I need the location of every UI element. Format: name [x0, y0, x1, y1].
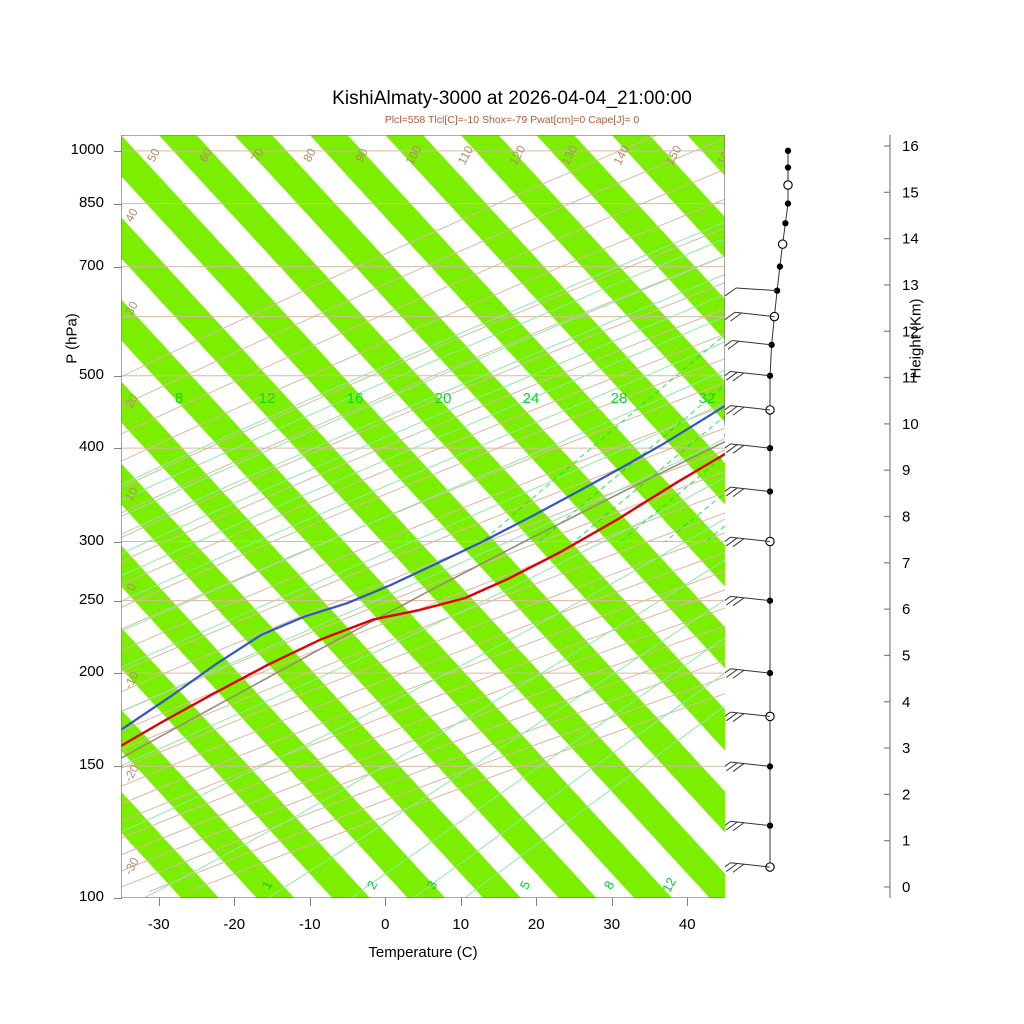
dry-adiabat-label-top: 160 [715, 143, 725, 168]
dry-adiabat-label-top: 80 [300, 146, 319, 165]
height-tick-label: 0 [902, 879, 910, 896]
temperature-tick-mark [460, 898, 462, 906]
pressure-tick-label: 400 [78, 438, 104, 456]
temperature-tick-label: -30 [147, 916, 170, 933]
height-tick-label: 8 [902, 509, 910, 526]
mixing-ratio-label: 28 [611, 390, 628, 407]
mixing-ratio-label-bottom: 5 [517, 878, 534, 891]
temperature-tick-mark [611, 898, 613, 906]
mixing-ratio-label-bottom: 12 [659, 875, 679, 895]
pressure-tick-label: 100 [78, 888, 104, 905]
dry-adiabat-label-right: 10 [720, 424, 725, 443]
height-tick-label: 5 [902, 647, 910, 664]
temperature-axis-label: Temperature (C) [368, 944, 478, 961]
pressure-tick-label: 150 [78, 756, 104, 774]
height-tick-label: 16 [902, 138, 919, 155]
height-tick-label: 14 [902, 231, 919, 248]
wind-barb-canvas [719, 147, 793, 873]
pressure-tick-label: 300 [78, 531, 104, 549]
height-tick-label: 15 [902, 184, 919, 201]
pressure-tick-mark [114, 375, 122, 377]
pressure-tick-mark [114, 541, 122, 543]
height-tick-label: 9 [902, 462, 910, 479]
height-tick-label: 2 [902, 786, 910, 803]
page-title: KishiAlmaty-3000 at 2026-04-04_21:00:00 [332, 88, 692, 109]
dry-adiabat-label-top: 90 [352, 146, 371, 165]
mixing-ratio-label: 20 [435, 390, 452, 407]
pressure-tick-label: 200 [78, 663, 104, 681]
temperature-tick-label: 20 [527, 916, 545, 933]
temperature-tick-mark [687, 898, 689, 906]
sounding-indices-subtitle: Plcl=558 Tlcl[C]=-10 Shox=-79 Pwat[cm]=0… [384, 114, 640, 126]
pressure-tick-label: 850 [78, 193, 104, 211]
pressure-tick-label: 1000 [70, 140, 104, 158]
mixing-ratio-label: 8 [175, 390, 183, 407]
height-tick-label: 3 [902, 740, 910, 757]
height-tick-label: 11 [902, 370, 918, 387]
dry-adiabat-label-right: 0 [722, 517, 725, 530]
height-tick-label: 7 [902, 555, 910, 572]
temperature-tick-label: 0 [381, 916, 390, 933]
mixing-ratio-label: 24 [523, 390, 540, 407]
pressure-tick-label: 500 [78, 365, 104, 383]
pressure-tick-label: 700 [78, 256, 104, 274]
skewt-plot-area[interactable]: 50 60 70 80 90 100 110 120 130 140 150 160 40 30 20 10 0… [121, 135, 725, 898]
temperature-tick-mark [234, 898, 236, 906]
dry-adiabat-label-left: 40 [122, 206, 141, 225]
temperature-tick-mark [536, 898, 538, 906]
pressure-tick-mark [114, 673, 122, 675]
mixing-ratio-label: 12 [259, 390, 276, 407]
height-axis: 0 1 2 3 4 5 6 7 8 9 10 11 12 13 14 15 16 [884, 135, 944, 898]
temperature-tick-label: 10 [452, 916, 470, 933]
mixing-ratio-label-bottom: 2 [364, 878, 381, 891]
mixing-ratio-label-bottom: 8 [601, 878, 618, 891]
height-tick-label: 1 [902, 833, 910, 850]
dry-adiabat-label-left: 30 [122, 299, 141, 318]
skewt-canvas: 50 60 70 80 90 100 110 120 130 140 150 160403020100… [121, 135, 725, 898]
mixing-ratio-label: 32 [699, 390, 716, 407]
mixing-ratio-label: 16 [347, 390, 364, 407]
height-tick-label: 12 [902, 323, 919, 340]
temperature-tick-label: -20 [223, 916, 246, 933]
height-tick-label: 10 [902, 416, 919, 433]
temperature-tick-mark [385, 898, 387, 906]
height-tick-label: 13 [902, 277, 919, 294]
pressure-tick-mark [114, 203, 122, 205]
height-tick-label: 4 [902, 694, 910, 711]
dry-adiabat-label-right: 20 [720, 320, 725, 339]
dry-adiabat-label-left: -30 [121, 855, 142, 877]
pressure-tick-mark [114, 150, 122, 152]
pressure-tick-mark [114, 448, 122, 450]
temperature-tick-label: -10 [298, 916, 321, 933]
temperature-tick-label: 40 [678, 916, 696, 933]
dry-adiabat-label-top: 70 [248, 146, 267, 165]
temperature-tick-mark [158, 898, 160, 906]
dry-adiabat-label-top: 50 [144, 146, 163, 165]
pressure-tick-mark [114, 766, 122, 768]
dry-adiabat-label-left: 20 [122, 392, 141, 411]
wind-barb-panel [719, 135, 875, 898]
dry-adiabat-label-left: 10 [122, 485, 141, 504]
dry-adiabat-label-top: 60 [196, 146, 215, 165]
pressure-tick-label: 250 [78, 590, 104, 608]
height-tick-label: 6 [902, 601, 910, 618]
pressure-tick-mark [114, 898, 122, 899]
pressure-tick-mark [114, 266, 122, 268]
pressure-tick-mark [114, 600, 122, 602]
temperature-tick-mark [309, 898, 311, 906]
temperature-tick-label: 30 [603, 916, 621, 933]
dry-adiabat-label-right: -10 [719, 592, 725, 614]
dry-adiabat-label-right: 30 [720, 227, 725, 246]
